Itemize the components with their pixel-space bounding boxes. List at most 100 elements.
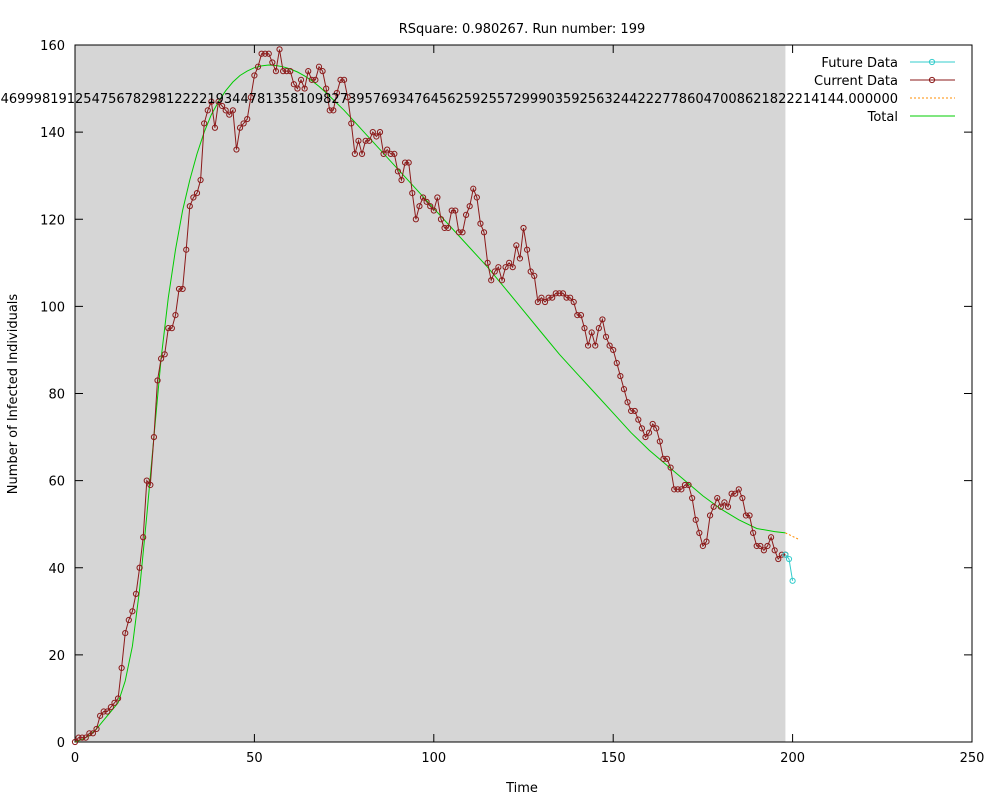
current-data-point — [380, 150, 387, 158]
y-tick-label: 160 — [40, 39, 65, 54]
current-data-point — [398, 176, 405, 184]
current-data-point — [114, 695, 122, 702]
x-tick-label: 250 — [960, 751, 985, 766]
legend-marker — [928, 58, 936, 66]
x-tick-label: 200 — [780, 751, 805, 766]
current-data-point — [531, 272, 538, 279]
y-tick-label: 100 — [40, 300, 65, 315]
current-data-point — [427, 203, 434, 210]
current-data-point — [122, 629, 129, 637]
current-data-point — [366, 137, 373, 144]
current-data-point — [244, 115, 251, 123]
current-data-point — [129, 608, 136, 615]
current-data-point — [308, 76, 315, 83]
y-axis-label: Number of Infected Individuals — [6, 294, 21, 495]
current-data-point — [452, 207, 459, 214]
current-data-point — [628, 407, 635, 415]
current-data-point — [330, 107, 337, 114]
current-data-point — [387, 150, 394, 158]
current-data-point — [534, 298, 541, 306]
current-data-point — [348, 120, 355, 127]
current-data-point — [685, 481, 692, 489]
current-data-point — [208, 98, 215, 105]
current-data-point — [100, 708, 107, 715]
current-data-point — [771, 547, 778, 554]
current-data-point — [251, 72, 258, 79]
current-data-point — [215, 98, 222, 105]
current-data-point — [104, 708, 111, 715]
current-data-point — [93, 725, 100, 733]
current-data-point — [520, 224, 527, 232]
legend-marker — [928, 76, 936, 84]
current-data-point — [219, 102, 226, 110]
current-data-point — [527, 268, 534, 275]
current-data-point — [190, 194, 197, 201]
legend-label: Current Data — [814, 74, 898, 89]
y-tick-label: 20 — [48, 649, 65, 664]
current-data-point — [197, 176, 204, 184]
current-data-point — [236, 124, 244, 131]
current-data-point — [423, 198, 430, 205]
x-axis-label: Time — [505, 781, 538, 796]
current-data-point — [358, 150, 366, 158]
current-data-point — [710, 503, 717, 510]
current-data-point — [567, 294, 574, 301]
current-data-point — [559, 290, 567, 297]
current-data-point — [735, 486, 742, 493]
current-data-point — [147, 481, 154, 489]
current-data-point — [158, 355, 165, 362]
current-data-point — [750, 529, 757, 537]
current-data-point — [412, 216, 419, 223]
current-data-point — [778, 551, 785, 558]
current-data-point — [775, 555, 782, 563]
current-data-point — [111, 699, 118, 706]
current-data-point — [631, 407, 638, 415]
current-data-point — [638, 425, 646, 432]
current-data-point — [620, 386, 628, 393]
current-data-point — [595, 325, 602, 332]
current-data-point — [125, 616, 132, 624]
current-data-point — [663, 455, 671, 462]
current-data-point — [610, 346, 617, 354]
current-data-point — [186, 203, 193, 210]
current-data-point — [541, 298, 549, 306]
current-data-point — [175, 285, 183, 293]
current-data-point — [484, 259, 491, 266]
current-data-point — [538, 294, 545, 301]
current-data-point — [344, 94, 351, 101]
current-data-point — [143, 477, 150, 484]
future-data-point — [785, 555, 793, 563]
current-data-point — [351, 150, 358, 158]
current-data-point — [523, 246, 531, 253]
current-data-point — [678, 486, 685, 493]
x-tick-label: 150 — [601, 751, 626, 766]
current-data-point — [545, 294, 552, 301]
current-data-point — [204, 107, 211, 114]
legend: Future Data Current Data 15852469998191254… — [0, 56, 955, 125]
current-data-point — [384, 146, 391, 153]
current-data-point — [391, 150, 398, 158]
current-data-point — [473, 194, 480, 201]
current-data-point — [491, 268, 498, 275]
current-data-point — [592, 342, 599, 349]
current-data-point — [495, 264, 502, 271]
current-data-point — [323, 85, 330, 92]
series-group — [71, 46, 801, 746]
current-data-point — [233, 146, 240, 153]
shaded-region — [75, 45, 786, 742]
current-data-point — [140, 534, 147, 541]
current-data-point — [283, 68, 290, 75]
current-data-point — [721, 499, 728, 506]
current-data-point — [341, 76, 348, 83]
current-data-point — [168, 325, 175, 332]
current-data-point — [165, 325, 172, 332]
current-data-point — [183, 246, 190, 253]
current-data-point — [89, 730, 97, 737]
current-data-point — [674, 486, 681, 493]
future-data-point — [782, 551, 789, 558]
current-data-point — [767, 534, 775, 541]
current-data-point — [201, 120, 208, 127]
current-data-point — [262, 50, 269, 57]
current-data-point — [369, 129, 376, 136]
current-data-point — [132, 590, 140, 597]
